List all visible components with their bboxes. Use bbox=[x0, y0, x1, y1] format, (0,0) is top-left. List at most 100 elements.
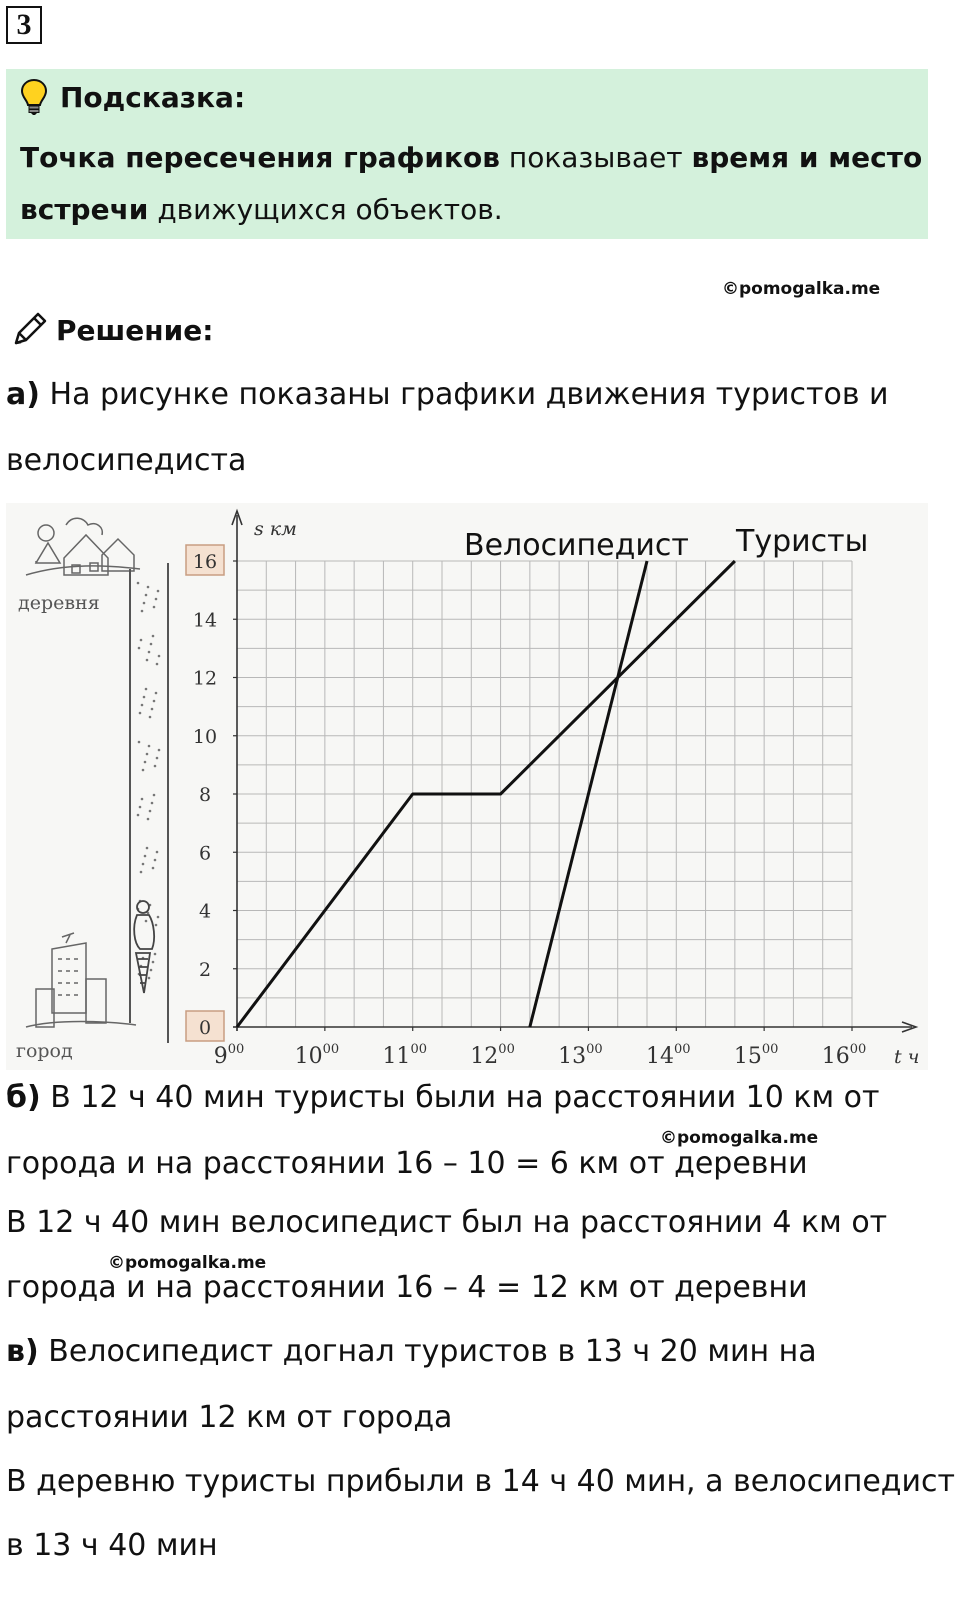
road-dot bbox=[144, 687, 148, 691]
lightbulb-icon bbox=[20, 78, 48, 115]
part-v-text-1: Велосипедист догнал туристов в 13 ч 20 м… bbox=[38, 1334, 817, 1369]
x-tick-label: 1600 bbox=[822, 1042, 867, 1069]
road-dot bbox=[153, 858, 157, 862]
x-tick-label: 1300 bbox=[558, 1042, 603, 1069]
road-dot bbox=[152, 605, 156, 609]
road-dot bbox=[143, 760, 147, 764]
road-dot bbox=[146, 585, 150, 589]
y-axis-label: s км bbox=[254, 518, 297, 540]
watermark: ©pomogalka.me bbox=[108, 1253, 267, 1273]
road-dot bbox=[152, 793, 156, 797]
road-dot bbox=[148, 715, 152, 719]
city-illustration bbox=[25, 932, 137, 1028]
part-a-line-2: велосипедиста bbox=[6, 443, 247, 478]
road-illustration bbox=[129, 563, 169, 1043]
solution-header: Решение: bbox=[8, 308, 213, 352]
road-dot bbox=[137, 646, 141, 650]
x-tick-label: 1000 bbox=[295, 1042, 340, 1069]
road-dot bbox=[145, 658, 149, 662]
part-v-label: в) bbox=[6, 1334, 39, 1369]
road-dot bbox=[138, 805, 142, 809]
y-tick-label: 2 bbox=[199, 959, 211, 981]
hint-box: Подсказка: Точка пересечения графиков по… bbox=[6, 69, 928, 239]
chart-grid bbox=[236, 560, 853, 1028]
road-dot bbox=[147, 976, 151, 980]
road-dots bbox=[136, 581, 161, 980]
y-tick-box bbox=[185, 544, 225, 576]
chart-axes bbox=[231, 508, 919, 1033]
road-dot bbox=[157, 654, 161, 658]
y-tick-label: 6 bbox=[199, 842, 211, 864]
y-tick-label: 0 bbox=[199, 1017, 211, 1039]
x-tick-label: 1500 bbox=[734, 1042, 779, 1069]
road-dot bbox=[141, 768, 145, 772]
part-a-line-1: а) На рисунке показаны графики движения … bbox=[6, 377, 889, 412]
task-number: 3 bbox=[6, 6, 42, 44]
road-dot bbox=[139, 870, 143, 874]
road-dot bbox=[151, 960, 155, 964]
road-dot bbox=[136, 813, 140, 817]
road-dot bbox=[149, 642, 153, 646]
road-dot bbox=[154, 691, 158, 695]
chart-ticks: 0 2 4 6 8 10 12 14 16 900 1000 1100 1200 1300 1400 1500… bbox=[185, 544, 867, 1069]
hint-title-row: Подсказка: bbox=[20, 77, 245, 117]
road-dot bbox=[151, 634, 155, 638]
part-v-line-3: В деревню туристы прибыли в 14 ч 40 мин,… bbox=[6, 1464, 960, 1499]
road-dot bbox=[143, 854, 147, 858]
x-tick-label: 900 bbox=[214, 1042, 245, 1069]
road-dot bbox=[148, 809, 152, 813]
y-tick-label: 12 bbox=[193, 668, 217, 690]
road-dot bbox=[155, 850, 159, 854]
road-dot bbox=[147, 650, 151, 654]
hint-line-1: Точка пересечения графиков показывает вр… bbox=[20, 141, 922, 174]
road-dot bbox=[140, 609, 144, 613]
road-dot bbox=[136, 581, 140, 585]
x-tick-label: 1100 bbox=[382, 1042, 427, 1069]
hint-title: Подсказка: bbox=[60, 80, 246, 114]
place-label-village: деревня bbox=[18, 592, 100, 614]
y-tick-label: 4 bbox=[199, 901, 211, 923]
road-dot bbox=[145, 752, 149, 756]
hint-bold-2: время и место bbox=[691, 141, 923, 174]
part-v-line-4: в 13 ч 40 мин bbox=[6, 1528, 218, 1563]
road-dot bbox=[151, 866, 155, 870]
road-dot bbox=[139, 638, 143, 642]
road-dot bbox=[140, 797, 144, 801]
y-tick-box bbox=[185, 1010, 225, 1042]
road-dot bbox=[153, 764, 157, 768]
y-axis-arrow bbox=[231, 508, 243, 526]
hint-bold-3: встречи bbox=[20, 193, 149, 226]
road-dot bbox=[154, 597, 158, 601]
road-dot bbox=[153, 952, 157, 956]
road-dot bbox=[150, 801, 154, 805]
part-v-line-2: расстоянии 12 км от города bbox=[6, 1400, 453, 1435]
road-dot bbox=[150, 707, 154, 711]
road-dot bbox=[142, 695, 146, 699]
part-b-label: б) bbox=[6, 1080, 41, 1115]
pencil-icon bbox=[14, 312, 47, 345]
road-dot bbox=[140, 703, 144, 707]
motion-graph-figure: деревня город 0 2 4 6 8 10 12 14 16 900 1000 1100 12… bbox=[6, 503, 928, 1070]
hint-text-2: движущихся объектов. bbox=[148, 193, 503, 226]
hint-text-1: показывает bbox=[500, 141, 692, 174]
watermark: ©pomogalka.me bbox=[722, 279, 881, 299]
road-dot bbox=[156, 915, 160, 919]
chart-labels: s км t ч Туристы Велосипедист bbox=[254, 518, 920, 1068]
road-dot bbox=[154, 923, 158, 927]
y-tick-label: 8 bbox=[199, 784, 211, 806]
part-a-label: а) bbox=[6, 377, 40, 412]
hint-bold-1: Точка пересечения графиков bbox=[20, 141, 500, 174]
x-tick-label: 1400 bbox=[646, 1042, 691, 1069]
y-tick-label: 16 bbox=[193, 551, 217, 573]
road-dot bbox=[147, 744, 151, 748]
road-dot bbox=[152, 699, 156, 703]
road-dot bbox=[155, 756, 159, 760]
series-line-1 bbox=[528, 560, 649, 1028]
y-tick-label: 10 bbox=[193, 726, 217, 748]
road-dot bbox=[146, 817, 150, 821]
road-dot bbox=[144, 593, 148, 597]
motion-chart: деревня город 0 2 4 6 8 10 12 14 16 900 1000 1100 12… bbox=[16, 508, 920, 1069]
road-dot bbox=[149, 968, 153, 972]
chart-series bbox=[235, 559, 736, 1028]
road-dot bbox=[145, 846, 149, 850]
